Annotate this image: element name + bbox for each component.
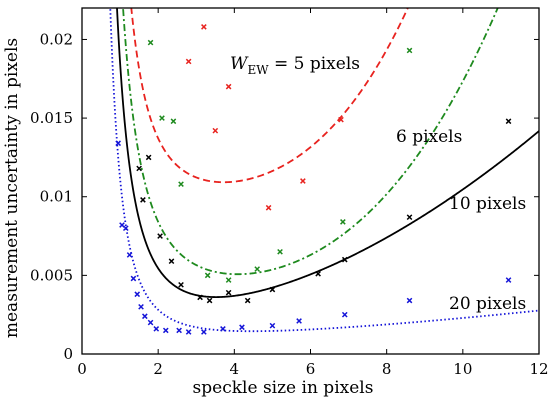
curve-label-20-pixels: 20 pixels — [449, 294, 526, 314]
curve-label-5-value: = 5 pixels — [269, 54, 360, 74]
x-tick-label-6: 12 — [529, 360, 548, 378]
data-point-3-7 — [142, 313, 148, 320]
data-point-3-12 — [185, 329, 192, 335]
data-point-3-8 — [147, 319, 154, 326]
x-tick-label-1: 2 — [153, 360, 163, 378]
data-point-3-19 — [406, 297, 413, 304]
data-point-3-17 — [296, 318, 302, 324]
data-point-3-13 — [201, 329, 207, 335]
x-axis-label: speckle size in pixels — [193, 378, 374, 398]
data-point-3-0 — [115, 140, 122, 147]
data-point-2-6 — [197, 294, 203, 301]
data-point-0-6 — [338, 116, 344, 123]
y-tick-label-2: 0.01 — [40, 188, 73, 206]
data-point-0-2 — [212, 127, 219, 134]
data-point-0-4 — [265, 204, 272, 211]
data-point-0-3 — [225, 83, 232, 90]
fit-curve-3 — [109, 8, 539, 333]
data-point-3-4 — [130, 275, 137, 282]
data-point-3-5 — [134, 291, 141, 298]
data-point-2-12 — [341, 256, 348, 263]
data-point-1-5 — [225, 277, 232, 283]
fit-curve-0 — [130, 8, 409, 184]
axis-ticks: 0 2 4 6 8 10 12 0 0.005 0.01 0.015 0.02 — [30, 8, 549, 378]
data-point-1-6 — [254, 266, 261, 272]
data-point-1-9 — [406, 47, 413, 54]
data-point-2-4 — [168, 258, 175, 265]
data-point-3-14 — [220, 326, 226, 332]
data-point-2-5 — [178, 281, 184, 288]
fit-curve-1 — [122, 8, 499, 276]
y-tick-label-0: 0 — [63, 345, 73, 363]
x-tick-label-5: 10 — [453, 360, 472, 378]
data-point-2-7 — [206, 297, 213, 304]
data-point-1-2 — [170, 118, 177, 125]
curve-label-5-symbol: W — [230, 54, 249, 74]
data-point-0-0 — [185, 58, 192, 65]
x-tick-label-4: 8 — [382, 360, 392, 378]
data-point-2-14 — [505, 118, 512, 125]
curve-label-5-pixels: WEW = 5 pixels — [230, 54, 360, 77]
data-point-0-1 — [201, 24, 207, 30]
x-tick-label-0: 0 — [77, 360, 87, 378]
data-point-3-18 — [341, 311, 348, 318]
data-point-3-15 — [239, 324, 245, 331]
data-point-2-2 — [145, 154, 152, 161]
y-tick-label-1: 0.005 — [30, 266, 73, 284]
data-point-2-1 — [140, 197, 146, 203]
data-point-1-7 — [277, 248, 283, 255]
y-axis-label: measurement uncertainty in pixels — [2, 38, 22, 338]
curve-label-5-subscript: EW — [247, 63, 269, 77]
x-tick-label-2: 4 — [230, 360, 240, 378]
y-tick-label-4: 0.02 — [40, 30, 73, 48]
curve-label-6-pixels: 6 pixels — [396, 127, 462, 147]
data-point-3-11 — [176, 327, 182, 334]
data-point-1-4 — [204, 272, 211, 279]
data-point-3-2 — [122, 225, 129, 232]
data-point-2-8 — [225, 289, 232, 296]
data-point-2-11 — [315, 270, 321, 277]
data-point-3-3 — [126, 252, 133, 258]
data-point-3-20 — [505, 277, 512, 283]
data-point-2-13 — [406, 214, 413, 221]
data-point-1-1 — [159, 115, 165, 121]
data-point-3-10 — [162, 327, 169, 334]
data-point-2-3 — [157, 233, 163, 239]
data-point-2-9 — [244, 297, 251, 304]
data-point-2-0 — [136, 165, 142, 172]
data-point-2-10 — [269, 286, 276, 293]
data-point-3-16 — [269, 322, 276, 329]
y-tick-label-3: 0.015 — [30, 109, 73, 127]
data-point-1-3 — [178, 181, 184, 187]
data-point-1-0 — [147, 39, 154, 46]
data-point-3-9 — [153, 326, 160, 332]
x-tick-label-3: 6 — [306, 360, 316, 378]
data-point-3-6 — [138, 303, 144, 310]
data-point-1-8 — [340, 219, 346, 225]
curve-label-10-pixels: 10 pixels — [449, 194, 526, 214]
data-point-0-5 — [300, 178, 306, 184]
data-markers — [115, 24, 512, 335]
plot-background — [82, 8, 539, 354]
